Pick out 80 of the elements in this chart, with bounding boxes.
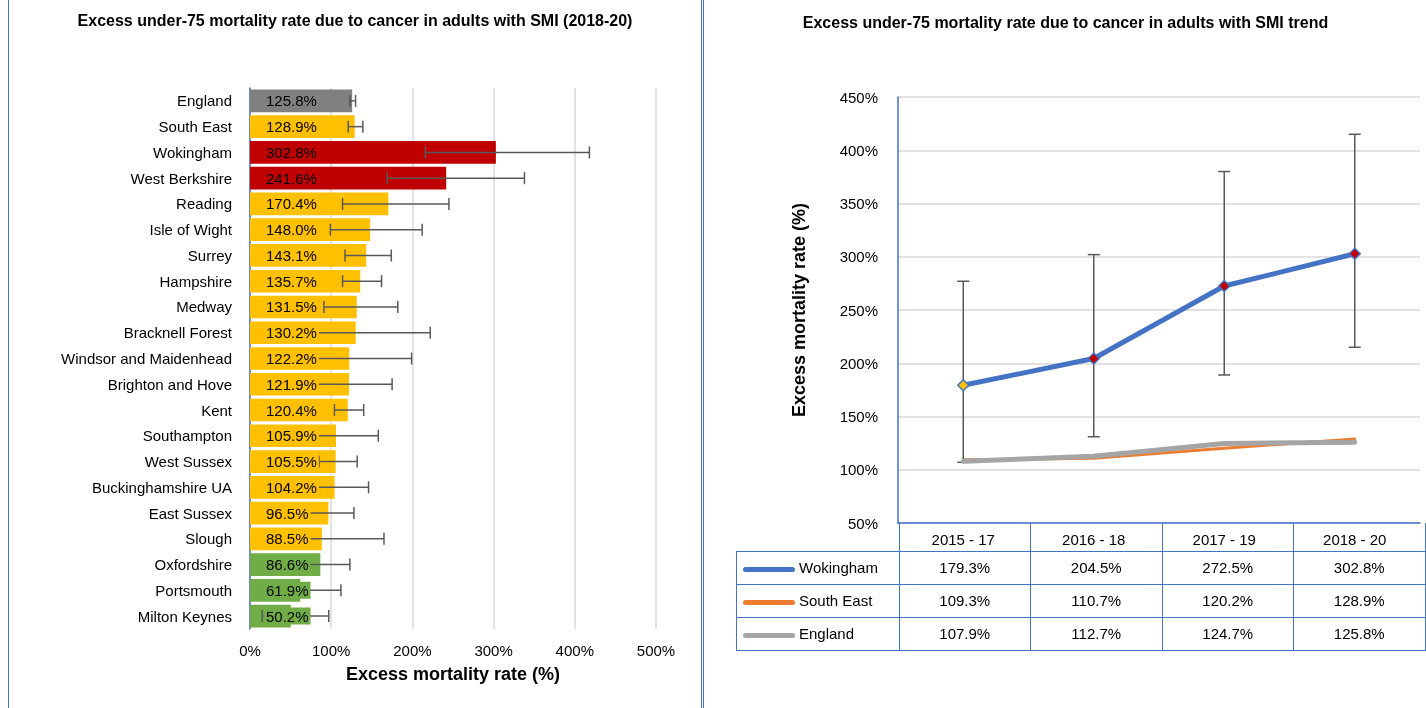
x-tick-label: 500%	[636, 642, 676, 659]
data-label: 120.4%	[266, 401, 317, 419]
y-tick-label: 300%	[839, 248, 878, 266]
data-label: 128.9%	[266, 118, 317, 136]
data-label: 302.8%	[266, 143, 317, 161]
y-tick-label: Hampshire	[159, 272, 232, 290]
data-label: 125.8%	[266, 92, 317, 110]
y-tick-label: Isle of Wight	[149, 221, 233, 239]
y-tick-label: 400%	[839, 141, 878, 159]
y-axis-title: Excess mortality rate (%)	[789, 202, 809, 418]
y-tick-label: 350%	[839, 195, 878, 212]
data-label: 120.2%	[1162, 584, 1294, 617]
y-tick-label: Buckinghamshire UA	[91, 478, 232, 496]
data-label: 131.5%	[266, 298, 317, 316]
y-tick-label: East Sussex	[148, 504, 233, 522]
x-tick-label: 400%	[555, 642, 594, 659]
data-label: 109.3%	[899, 584, 1031, 617]
x-tick-label: 200%	[393, 642, 432, 659]
y-tick-label: England	[176, 92, 232, 110]
data-label: 110.7%	[1030, 584, 1162, 617]
legend-label: Wokingham	[736, 551, 899, 584]
y-tick-label: Reading	[176, 195, 232, 213]
legend-label: England	[736, 617, 899, 650]
y-tick-label: West Berkshire	[130, 169, 232, 187]
x-tick-label: 0%	[239, 642, 261, 659]
data-label: 96.5%	[266, 504, 309, 522]
chart-title: Excess under-75 mortality rate due to cancer in adults with SMI trend	[802, 13, 1329, 31]
y-tick-label: Portsmouth	[155, 581, 232, 599]
data-label: 143.1%	[266, 246, 317, 264]
data-label: 50.2%	[266, 607, 309, 625]
y-tick-label: Oxfordshire	[154, 556, 232, 574]
y-tick-label: Southampton	[142, 427, 232, 445]
y-tick-label: South East	[158, 118, 233, 136]
data-label: 125.8%	[1293, 617, 1425, 650]
y-tick-label: 50%	[847, 514, 878, 532]
data-label: 302.8%	[1293, 551, 1425, 584]
y-tick-label: Wokingham	[153, 143, 232, 161]
data-label: 88.5%	[266, 530, 309, 548]
data-label: 128.9%	[1293, 584, 1425, 617]
y-tick-label: Medway	[176, 298, 233, 316]
data-label: 124.7%	[1162, 617, 1294, 650]
x-axis-title: Excess mortality rate (%)	[345, 664, 561, 684]
y-tick-label: 100%	[839, 461, 878, 479]
y-tick-label: 250%	[839, 301, 878, 319]
data-label: 107.9%	[899, 617, 1031, 650]
x-tick-label: 2018 - 20	[1323, 531, 1387, 548]
x-tick-label: 300%	[474, 642, 513, 659]
y-tick-label: 200%	[839, 354, 878, 372]
data-label: 61.9%	[266, 581, 309, 599]
data-label: 130.2%	[266, 324, 317, 342]
chart-title: Excess under-75 mortality rate due to cancer in adults with SMI (2018-20)	[77, 11, 633, 29]
data-label: 179.3%	[899, 551, 1031, 584]
y-tick-label: Surrey	[187, 246, 233, 264]
data-label: 112.7%	[1030, 617, 1162, 650]
x-tick-label: 2016 - 18	[1062, 531, 1126, 548]
data-label: 122.2%	[266, 350, 317, 367]
data-label: 104.2%	[266, 478, 317, 496]
x-tick-label: 2015 - 17	[931, 531, 995, 548]
y-tick-label: Bracknell Forest	[123, 324, 233, 342]
x-tick-label: 2017 - 19	[1192, 531, 1256, 548]
x-tick-label: 100%	[312, 642, 351, 659]
y-tick-label: Kent	[201, 401, 233, 419]
data-label: 135.7%	[266, 272, 317, 290]
y-tick-label: Slough	[185, 530, 232, 548]
data-label: 86.6%	[266, 556, 309, 574]
data-label: 105.5%	[266, 453, 317, 471]
legend-label: South East	[736, 584, 899, 617]
y-tick-label: Milton Keynes	[137, 607, 232, 625]
data-label: 272.5%	[1162, 551, 1294, 584]
y-tick-label: Brighton and Hove	[107, 375, 232, 393]
data-label: 121.9%	[266, 375, 317, 393]
y-tick-label: West Sussex	[144, 453, 233, 471]
y-tick-label: Windsor and Maidenhead	[61, 350, 232, 367]
data-label: 241.6%	[266, 169, 317, 187]
y-tick-label: 150%	[839, 408, 878, 425]
y-tick-label: 450%	[839, 88, 878, 106]
data-label: 204.5%	[1030, 551, 1162, 584]
data-label: 148.0%	[266, 221, 317, 239]
data-label: 105.9%	[266, 427, 317, 445]
data-label: 170.4%	[266, 195, 317, 213]
